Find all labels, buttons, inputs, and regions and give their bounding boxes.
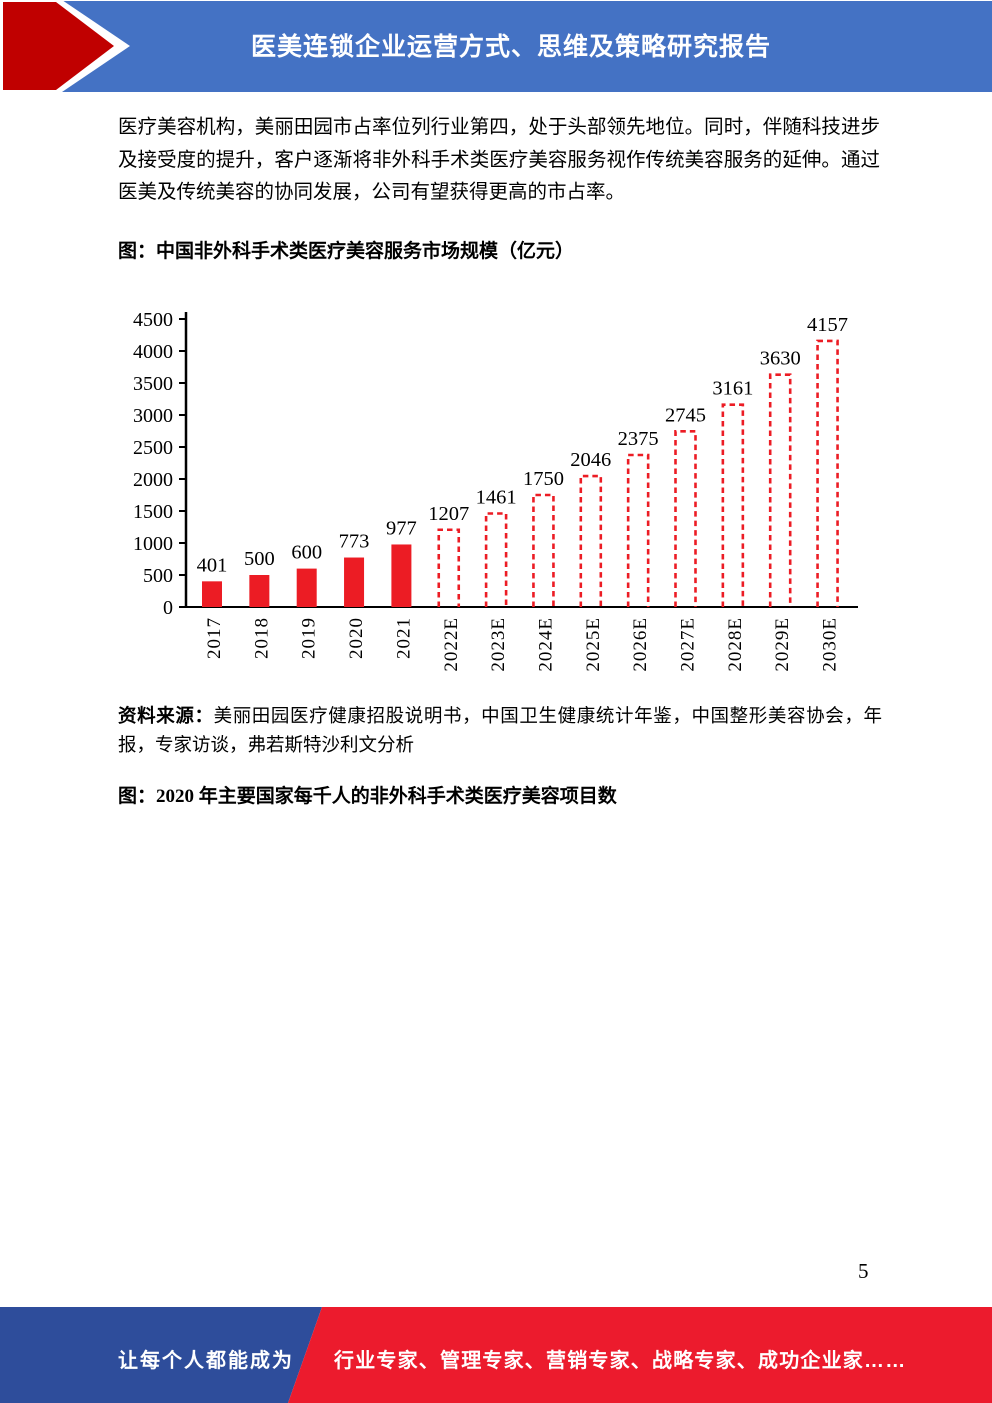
bar-value-label: 600	[291, 542, 322, 564]
x-axis-category-label: 2022E	[441, 617, 462, 672]
bar-value-label: 401	[197, 554, 228, 576]
bar-dashed-estimate	[768, 373, 792, 607]
bar-value-label: 500	[244, 548, 275, 570]
y-axis-tick-label: 1500	[133, 501, 173, 523]
y-axis-tick-label: 1000	[133, 533, 173, 555]
bar-dashed-estimate	[532, 493, 555, 607]
bar-dashed-estimate	[437, 528, 461, 607]
footer: 让每个人都能成为 行业专家、管理专家、营销专家、战略专家、成功企业家……	[0, 1307, 992, 1403]
y-axis-tick-label: 500	[143, 565, 173, 587]
y-axis-tick-label: 3000	[133, 405, 173, 427]
x-axis-category-label: 2024E	[535, 617, 556, 672]
y-axis-tick-label: 4000	[133, 341, 173, 363]
bar-dashed-estimate	[674, 430, 697, 607]
x-axis-category-label: 2023E	[488, 617, 509, 672]
footer-slogan-right: 行业专家、管理专家、营销专家、战略专家、成功企业家……	[334, 1350, 907, 1372]
bar-value-label: 3630	[760, 348, 801, 370]
arrow-red-shape	[3, 2, 114, 90]
bar-solid	[344, 557, 365, 607]
source-note: 资料来源：美丽田园医疗健康招股说明书，中国卫生健康统计年鉴，中国整形美容协会，年…	[118, 703, 882, 760]
x-axis-category-label: 2027E	[678, 617, 699, 672]
bar-value-label: 2745	[665, 404, 706, 426]
y-axis-tick-label: 4500	[133, 309, 173, 331]
bar-value-label: 2046	[570, 449, 611, 471]
market-size-chart-svg: 0 500 1000 1500 2000 2500 3000 3500 4000 4500 401 2…	[133, 309, 858, 672]
footer-blue-shape	[0, 1307, 322, 1403]
bar-value-label: 4157	[807, 314, 848, 336]
page-title: 医美连锁企业运营方式、思维及策略研究报告	[250, 33, 771, 61]
x-axis-category-label: 2025E	[583, 617, 604, 672]
source-note-text: 美丽田园医疗健康招股说明书，中国卫生健康统计年鉴，中国整形美容协会，年报，专家访…	[118, 707, 882, 756]
x-axis-category-label: 2019	[299, 617, 320, 659]
footer-slogan-left: 让每个人都能成为	[118, 1350, 294, 1372]
y-axis-tick-label: 2500	[133, 437, 173, 459]
bar-value-label: 3161	[712, 378, 753, 400]
y-axis-tick-label: 2000	[133, 469, 173, 491]
x-axis-category-label: 2026E	[630, 617, 651, 672]
x-axis-category-label: 2020	[346, 617, 367, 659]
bar-solid	[391, 544, 412, 607]
x-axis-category-label: 2017	[204, 617, 225, 659]
bar-solid	[202, 581, 222, 607]
bar-dashed-estimate	[626, 453, 650, 607]
bar-value-label: 977	[386, 517, 417, 539]
x-axis-category-label: 2021	[393, 617, 414, 659]
bar-solid	[296, 568, 317, 607]
bar-value-label: 1207	[428, 503, 469, 525]
footer-background	[0, 1307, 992, 1403]
bar-solid	[249, 575, 270, 607]
bar-dashed-estimate	[816, 339, 839, 607]
footer-red-shape	[288, 1307, 992, 1403]
source-note-label: 资料来源：	[118, 707, 214, 727]
bar-dashed-estimate	[484, 512, 508, 607]
x-axis-category-label: 2029E	[772, 617, 793, 672]
figure2-caption: 图：2020 年主要国家每千人的非外科手术类医疗美容项目数	[118, 786, 617, 807]
body-paragraph: 医疗美容机构，美丽田园市占率位列行业第四，处于头部领先地位。同时，伴随科技进步及…	[118, 117, 880, 204]
bar-dashed-estimate	[721, 403, 745, 607]
page-number: 5	[858, 1259, 869, 1283]
y-axis-tick-label: 0	[163, 597, 173, 619]
y-axis-tick-label: 3500	[133, 373, 173, 395]
header-arrow-icon	[0, 0, 130, 92]
bar-value-label: 2375	[618, 428, 659, 450]
header-banner	[0, 1, 992, 92]
bar-value-label: 1461	[476, 486, 517, 508]
figure1-caption: 图：中国非外科手术类医疗美容服务市场规模（亿元）	[118, 241, 575, 262]
x-axis-category-label: 2030E	[820, 617, 841, 672]
bar-value-label: 1750	[523, 468, 564, 490]
x-axis-category-label: 2028E	[725, 617, 746, 672]
bar-value-label: 773	[339, 531, 370, 553]
x-axis-category-label: 2018	[251, 617, 272, 659]
bar-dashed-estimate	[579, 474, 603, 607]
market-size-chart: 0 500 1000 1500 2000 2500 3000 3500 4000 4500 401 2…	[110, 298, 880, 680]
